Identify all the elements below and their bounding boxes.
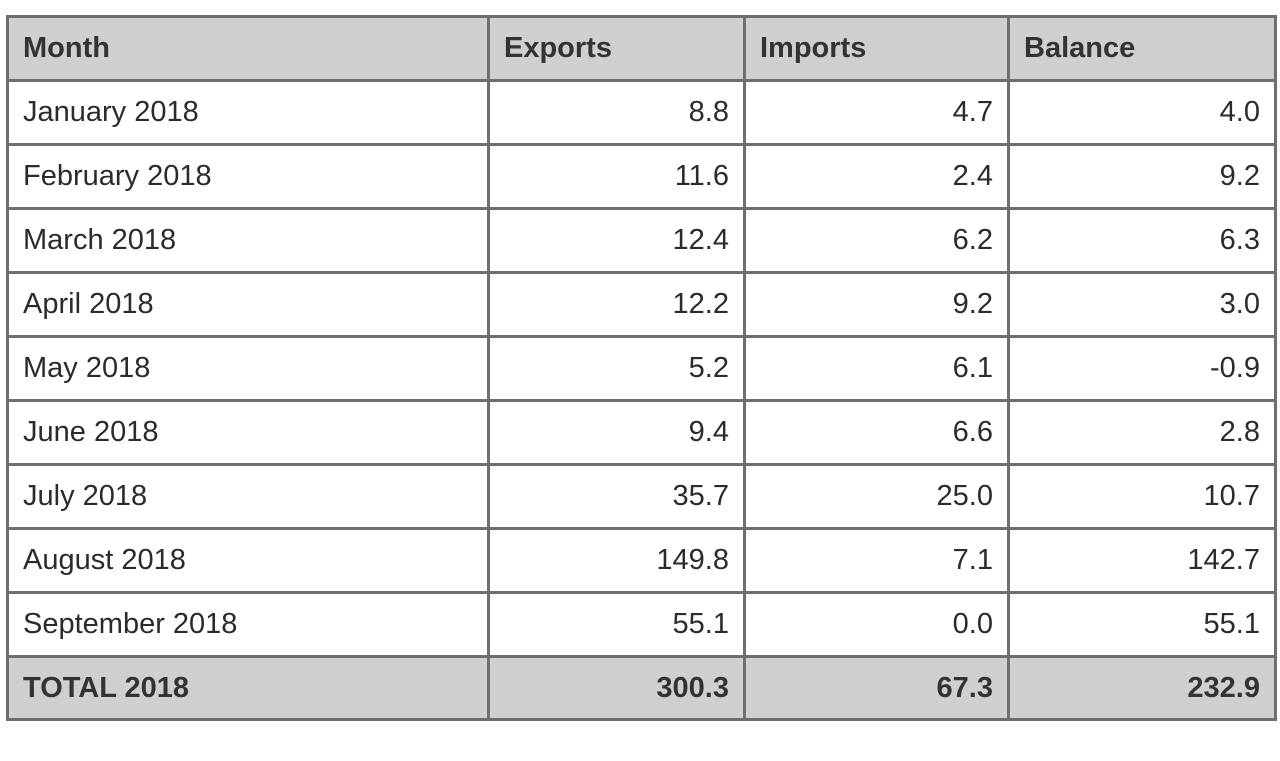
exports-cell: 149.8 <box>487 527 746 594</box>
header-exports: Exports <box>487 15 746 82</box>
table-row: July 2018 35.7 25.0 10.7 <box>6 463 1277 530</box>
balance-cell: 10.7 <box>1007 463 1277 530</box>
trade-balance-table: Month Exports Imports Balance January 20… <box>6 15 1277 721</box>
table-row: February 2018 11.6 2.4 9.2 <box>6 143 1277 210</box>
table-footer: TOTAL 2018 300.3 67.3 232.9 <box>6 655 1277 721</box>
exports-cell: 55.1 <box>487 591 746 658</box>
table-header: Month Exports Imports Balance <box>6 15 1277 82</box>
total-balance: 232.9 <box>1007 655 1277 721</box>
balance-cell: 55.1 <box>1007 591 1277 658</box>
imports-cell: 6.2 <box>743 207 1010 274</box>
header-row: Month Exports Imports Balance <box>6 15 1277 82</box>
balance-cell: -0.9 <box>1007 335 1277 402</box>
month-cell: August 2018 <box>6 527 490 594</box>
exports-cell: 5.2 <box>487 335 746 402</box>
month-cell: May 2018 <box>6 335 490 402</box>
exports-cell: 11.6 <box>487 143 746 210</box>
table-row: May 2018 5.2 6.1 -0.9 <box>6 335 1277 402</box>
exports-cell: 8.8 <box>487 79 746 146</box>
exports-cell: 12.2 <box>487 271 746 338</box>
balance-cell: 9.2 <box>1007 143 1277 210</box>
month-cell: February 2018 <box>6 143 490 210</box>
month-cell: March 2018 <box>6 207 490 274</box>
total-label: TOTAL 2018 <box>6 655 490 721</box>
imports-cell: 9.2 <box>743 271 1010 338</box>
table-row: September 2018 55.1 0.0 55.1 <box>6 591 1277 658</box>
header-month: Month <box>6 15 490 82</box>
table-row: January 2018 8.8 4.7 4.0 <box>6 79 1277 146</box>
header-imports: Imports <box>743 15 1010 82</box>
month-cell: April 2018 <box>6 271 490 338</box>
balance-cell: 142.7 <box>1007 527 1277 594</box>
total-exports: 300.3 <box>487 655 746 721</box>
imports-cell: 2.4 <box>743 143 1010 210</box>
month-cell: June 2018 <box>6 399 490 466</box>
table-row: April 2018 12.2 9.2 3.0 <box>6 271 1277 338</box>
table-row: June 2018 9.4 6.6 2.8 <box>6 399 1277 466</box>
month-cell: January 2018 <box>6 79 490 146</box>
exports-cell: 35.7 <box>487 463 746 530</box>
balance-cell: 4.0 <box>1007 79 1277 146</box>
total-row: TOTAL 2018 300.3 67.3 232.9 <box>6 655 1277 721</box>
imports-cell: 6.6 <box>743 399 1010 466</box>
imports-cell: 25.0 <box>743 463 1010 530</box>
header-balance: Balance <box>1007 15 1277 82</box>
exports-cell: 12.4 <box>487 207 746 274</box>
table-body: January 2018 8.8 4.7 4.0 February 2018 1… <box>6 79 1277 658</box>
table-row: August 2018 149.8 7.1 142.7 <box>6 527 1277 594</box>
imports-cell: 4.7 <box>743 79 1010 146</box>
imports-cell: 0.0 <box>743 591 1010 658</box>
table-row: March 2018 12.4 6.2 6.3 <box>6 207 1277 274</box>
balance-cell: 2.8 <box>1007 399 1277 466</box>
imports-cell: 6.1 <box>743 335 1010 402</box>
balance-cell: 6.3 <box>1007 207 1277 274</box>
balance-cell: 3.0 <box>1007 271 1277 338</box>
imports-cell: 7.1 <box>743 527 1010 594</box>
total-imports: 67.3 <box>743 655 1010 721</box>
month-cell: July 2018 <box>6 463 490 530</box>
month-cell: September 2018 <box>6 591 490 658</box>
exports-cell: 9.4 <box>487 399 746 466</box>
